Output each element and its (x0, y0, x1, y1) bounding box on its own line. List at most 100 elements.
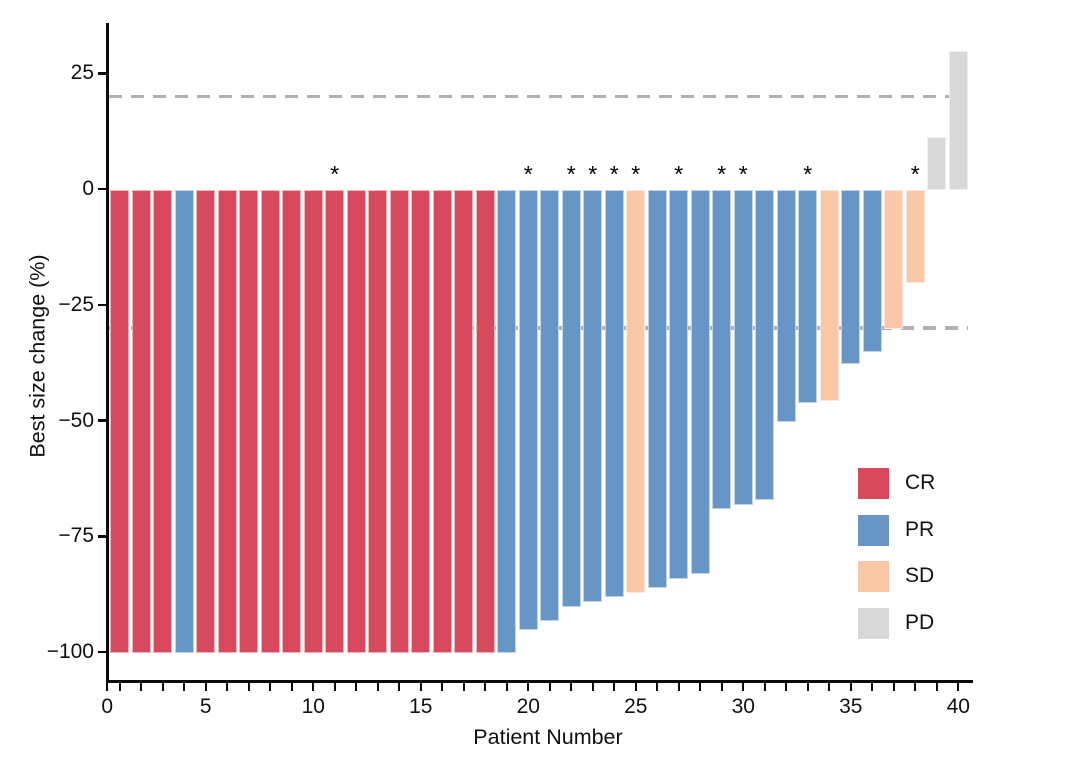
x-tick-39 (935, 682, 938, 691)
bar-patient-5 (196, 190, 216, 653)
bar-patient-18 (475, 190, 495, 653)
bar-patient-27 (669, 190, 689, 579)
bar-patient-19 (497, 190, 517, 653)
bar-patient-12 (346, 190, 366, 653)
bar-patient-20 (518, 190, 538, 630)
asterisk-patient-20: * (523, 161, 533, 187)
y-tick--75 (98, 535, 106, 538)
legend-label-sd: SD (905, 564, 935, 588)
reference-line-minus30 (109, 326, 968, 330)
bar-patient-11 (325, 190, 345, 653)
x-tick-24 (613, 682, 616, 691)
y-tick--100 (98, 650, 106, 654)
asterisk-patient-25: * (631, 161, 641, 187)
legend-swatch-pr (858, 514, 889, 546)
bar-patient-15 (411, 190, 431, 653)
x-tick-31 (763, 682, 766, 691)
x-tick-label-40: 40 (946, 695, 970, 718)
x-tick-35 (849, 682, 852, 691)
x-tick-26 (656, 682, 659, 691)
x-tick-17 (462, 682, 465, 691)
x-tick-25 (634, 682, 637, 691)
asterisk-patient-29: * (717, 161, 727, 187)
x-tick-20 (527, 682, 530, 691)
y-tick-label-25: 25 (70, 61, 94, 85)
y-tick-0 (98, 187, 106, 191)
bar-patient-6 (217, 190, 237, 653)
legend-label-cr: CR (905, 471, 936, 494)
x-tick-label-15: 15 (409, 695, 433, 718)
bar-patient-25 (626, 190, 646, 593)
bar-patient-34 (819, 190, 839, 401)
bar-patient-10 (303, 190, 323, 653)
bar-patient-39 (927, 136, 947, 190)
x-tick-16 (441, 682, 444, 691)
bar-patient-22 (561, 190, 581, 607)
asterisk-patient-38: * (910, 161, 920, 187)
bar-patient-17 (454, 190, 474, 653)
bar-patient-14 (389, 190, 409, 653)
x-axis-line (106, 680, 973, 683)
bar-patient-7 (239, 190, 259, 653)
y-axis-line (106, 23, 109, 683)
bar-patient-33 (798, 190, 818, 403)
x-tick-37 (892, 682, 895, 691)
asterisk-patient-11: * (330, 161, 340, 187)
bar-patient-32 (776, 190, 796, 422)
x-tick-label-35: 35 (839, 695, 863, 718)
reference-line-plus20 (109, 94, 968, 99)
legend-label-pd: PD (905, 610, 935, 634)
bar-patient-29 (712, 190, 732, 510)
bar-patient-23 (583, 190, 603, 603)
x-tick-28 (699, 682, 702, 691)
x-tick-5 (204, 682, 207, 691)
x-tick-36 (871, 682, 874, 691)
x-tick-label-20: 20 (516, 695, 540, 718)
bar-patient-28 (690, 190, 710, 575)
x-tick-34 (828, 682, 831, 691)
x-tick-32 (785, 682, 788, 691)
x-tick-11 (333, 682, 336, 691)
x-tick-27 (677, 682, 680, 691)
bar-patient-40 (948, 51, 968, 190)
x-tick-9 (290, 682, 293, 691)
x-tick-label-10: 10 (301, 695, 325, 718)
x-tick-12 (355, 682, 358, 691)
x-tick-0 (106, 682, 109, 691)
x-tick-label-30: 30 (731, 695, 755, 718)
x-tick-4 (183, 682, 186, 691)
x-tick-6 (226, 682, 229, 691)
asterisk-patient-33: * (803, 161, 813, 187)
y-tick-25 (98, 72, 106, 75)
x-tick-7 (247, 682, 250, 691)
asterisk-patient-30: * (738, 161, 748, 187)
y-tick--25 (98, 303, 106, 306)
asterisk-patient-24: * (609, 161, 619, 187)
x-tick-21 (548, 682, 551, 691)
x-tick-19 (505, 682, 508, 691)
bar-patient-24 (604, 190, 624, 598)
bar-patient-3 (153, 190, 173, 653)
x-tick-8 (269, 682, 272, 691)
x-tick-14 (398, 682, 401, 691)
bar-patient-35 (841, 190, 861, 364)
y-tick--50 (98, 419, 106, 422)
x-tick-13 (376, 682, 379, 691)
legend-swatch-pd (858, 607, 889, 639)
legend-label-pr: PR (905, 517, 935, 541)
y-tick-label--75: −75 (58, 524, 94, 548)
bar-patient-4 (174, 190, 194, 653)
bar-patient-21 (540, 190, 560, 621)
bar-patient-2 (131, 190, 151, 653)
x-tick-22 (570, 682, 573, 691)
bar-patient-36 (862, 190, 882, 353)
bar-patient-9 (282, 190, 302, 653)
y-tick-label--25: −25 (58, 292, 94, 316)
x-tick-18 (484, 682, 487, 691)
x-tick-33 (806, 682, 809, 691)
bar-patient-26 (647, 190, 667, 589)
x-tick-23 (591, 682, 594, 691)
bar-patient-37 (884, 190, 904, 329)
